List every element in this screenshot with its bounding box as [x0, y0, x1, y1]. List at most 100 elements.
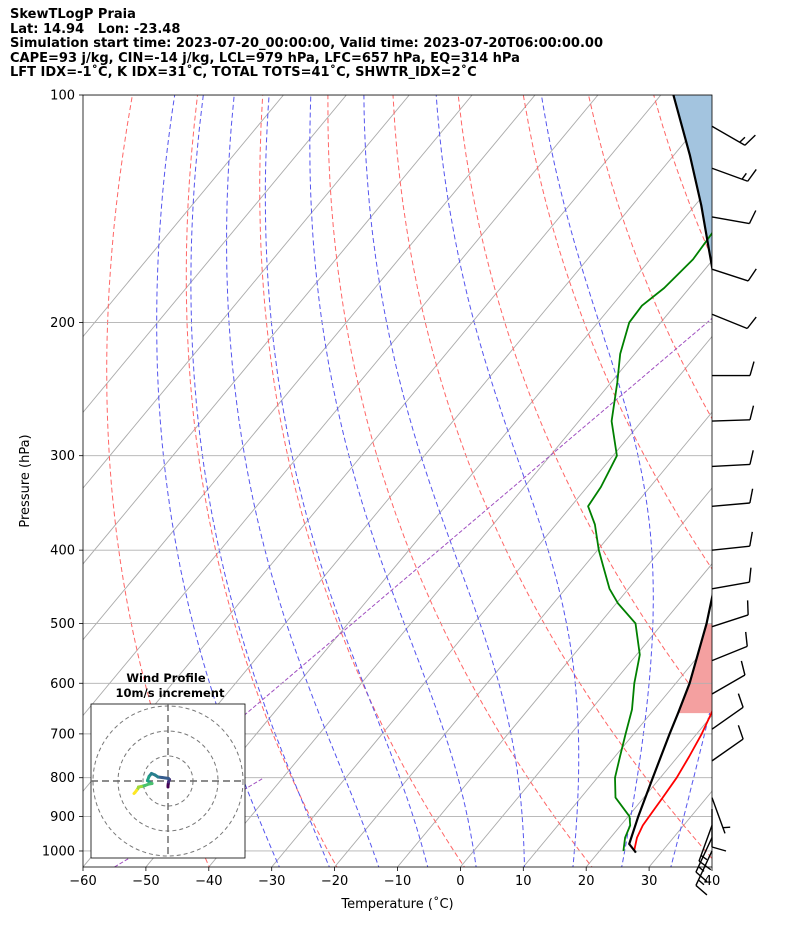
- barb-half-flag: [722, 826, 731, 829]
- barb-shaft: [711, 463, 750, 468]
- hodograph-trace: [132, 791, 137, 795]
- isotherm-line: [83, 95, 284, 338]
- barb-flag: [749, 405, 755, 420]
- wind-barb: [711, 725, 744, 762]
- isotherm-line: [334, 411, 712, 867]
- wind-barb: [712, 361, 755, 377]
- y-tick-label: 600: [50, 677, 75, 692]
- barb-flag: [749, 361, 755, 376]
- barb-flag: [748, 567, 752, 583]
- barb-shaft: [711, 674, 746, 695]
- parcel-path-line: [628, 95, 712, 854]
- barb-flag: [746, 316, 757, 329]
- barb-flag: [695, 871, 708, 883]
- location-line: Lat: 14.94 Lon: -23.48: [10, 21, 181, 37]
- barb-half-flag: [741, 172, 747, 180]
- dry-adiabat-line: [522, 95, 712, 570]
- barb-shaft: [695, 837, 713, 873]
- wind-barb: [711, 693, 744, 730]
- y-tick-label: 900: [50, 810, 75, 825]
- y-tick-label: 500: [50, 617, 75, 632]
- hodograph-subtitle: 10m/s increment: [116, 686, 225, 700]
- y-tick-label: 800: [50, 771, 75, 786]
- moist-adiabat-line: [363, 95, 525, 867]
- barb-shaft: [711, 268, 749, 282]
- x-tick-label: −30: [258, 874, 285, 889]
- wind-barb: [711, 210, 757, 225]
- dry-adiabat-line: [392, 95, 712, 860]
- isotherm-line: [145, 184, 712, 867]
- wind-barb: [711, 450, 754, 468]
- isotherm-line: [83, 95, 536, 641]
- x-tick-label: 10: [515, 874, 532, 889]
- isotherm-line: [585, 714, 712, 867]
- barb-flag: [711, 846, 727, 852]
- barb-flag: [749, 531, 753, 547]
- wind-barbs: [695, 125, 757, 896]
- barb-half-flag: [698, 879, 705, 886]
- index-line: LFT IDX=-1˚C, K IDX=31˚C, TOTAL TOTS=41˚…: [10, 65, 477, 80]
- x-tick-label: −60: [69, 874, 96, 889]
- barb-flag: [747, 169, 757, 182]
- wind-barb: [711, 268, 757, 282]
- barb-shaft: [698, 825, 713, 862]
- wind-barb: [711, 600, 749, 628]
- barb-shaft: [711, 797, 726, 834]
- wind-barb: [711, 660, 746, 695]
- time-line: Simulation start time: 2023-07-20_00:00:…: [10, 36, 603, 51]
- barb-shaft: [711, 645, 748, 662]
- barb-flag: [749, 488, 754, 504]
- barb-flag: [737, 725, 744, 740]
- barb-shaft: [711, 614, 749, 628]
- wind-barb: [695, 850, 713, 896]
- barb-shaft: [711, 738, 744, 762]
- cape-cin-shading: [673, 95, 712, 714]
- isotherm-line: [83, 95, 473, 565]
- wind-barb: [711, 167, 757, 182]
- dry-adiabat-line: [457, 95, 712, 716]
- hodograph-inset: Wind Profile 10m/s increment: [90, 671, 246, 859]
- barb-shaft: [711, 419, 751, 422]
- isotherm-line: [397, 487, 712, 867]
- hodograph-title: Wind Profile: [126, 671, 206, 685]
- barb-half-flag: [700, 854, 708, 861]
- barb-shaft: [711, 706, 744, 730]
- barb-shaft: [711, 545, 750, 551]
- barb-flag: [749, 450, 754, 465]
- barb-flag: [747, 268, 757, 282]
- wind-barb: [695, 837, 713, 883]
- barb-shaft: [711, 502, 750, 508]
- chart-title: SkewTLogP Praia: [10, 7, 136, 22]
- x-tick-label: −50: [132, 874, 159, 889]
- moist-adiabat-line: [435, 95, 580, 867]
- isotherm-line: [208, 260, 712, 867]
- moist-adiabat-line: [540, 95, 654, 867]
- y-tick-label: 1000: [42, 844, 75, 859]
- y-tick-label: 300: [50, 449, 75, 464]
- wind-barb: [711, 125, 756, 146]
- chart-header: SkewTLogP Praia Lat: 14.94 Lon: -23.48 S…: [10, 7, 603, 81]
- barb-half-flag: [698, 866, 705, 872]
- cape-shade: [678, 624, 712, 714]
- y-tick-label: 700: [50, 727, 75, 742]
- barb-shaft: [711, 125, 746, 146]
- barb-shaft: [711, 216, 750, 225]
- temperature-line: [633, 709, 712, 852]
- barb-flag: [737, 693, 744, 708]
- moist-adiabat-line: [309, 95, 477, 867]
- wind-barb: [711, 531, 753, 551]
- wind-barb: [698, 825, 713, 871]
- dry-adiabat-line: [784, 95, 794, 870]
- wind-barb: [711, 567, 752, 590]
- cape-shade: [673, 95, 712, 267]
- dry-adiabat-line: [259, 95, 466, 867]
- barb-half-flag: [739, 136, 746, 143]
- y-tick-label: 100: [50, 89, 75, 104]
- dewpoint-line: [587, 231, 712, 852]
- isotherm-line: [271, 335, 712, 867]
- x-axis-label: Temperature (˚C): [340, 896, 453, 912]
- cape-line: CAPE=93 j/kg, CIN=-14 j/kg, LCL=979 hPa,…: [10, 50, 520, 66]
- isotherm-line: [522, 638, 712, 867]
- x-tick-label: −20: [321, 874, 348, 889]
